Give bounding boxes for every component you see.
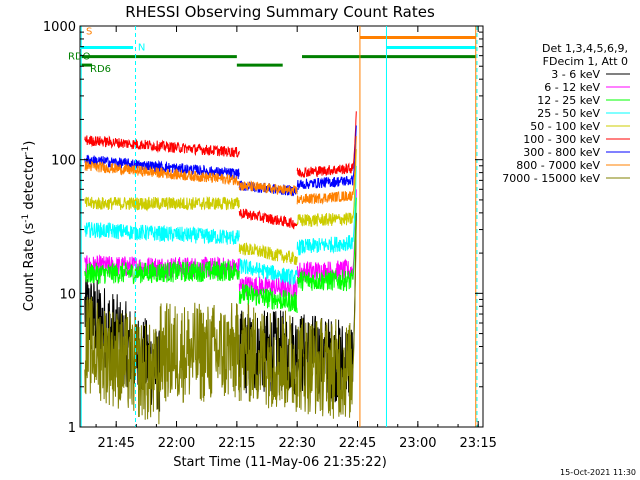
legend: Det 1,3,4,5,6,9, FDecim 1, Att 0 3 - 6 k… [502, 42, 630, 185]
y-tick-label-4: 1000 [43, 20, 76, 35]
flag-s-label: S [86, 27, 92, 38]
series-25-50-kev [84, 165, 357, 285]
series-50-100-kev-segment-1 [84, 196, 240, 212]
flag-n: N [80, 43, 476, 54]
legend-label-50-100-kev: 50 - 100 keV [530, 120, 600, 133]
series-300-800-kev [84, 125, 357, 197]
series-25-50-kev-segment-1 [84, 221, 240, 245]
series-800-7000-kev-segment-2 [238, 180, 298, 196]
series-50-100-kev-segment-3 [296, 149, 357, 227]
flag-rd6: RD6 [80, 63, 283, 75]
y-axis-label-sup1: -1 [21, 214, 31, 223]
legend-label-12-25-kev: 12 - 25 keV [537, 94, 600, 107]
chart-title: RHESSI Observing Summary Count Rates [125, 3, 435, 21]
legend-header-line-1: Det 1,3,4,5,6,9, [542, 42, 628, 55]
legend-label-7000-15000-kev: 7000 - 15000 keV [502, 172, 600, 185]
y-tick-label-2: 10 [59, 287, 76, 302]
axes-layer: 21:45 22:00 22:15 22:30 22:45 23:00 23:15 1 10 10… [43, 20, 497, 451]
series-12-25-kev-segment-3 [296, 197, 357, 292]
legend-label-25-50-kev: 25 - 50 keV [537, 107, 600, 120]
y-tick-label-1: 1 [68, 421, 76, 436]
plot-area [79, 25, 484, 428]
series-800-7000-kev-segment-1 [84, 160, 240, 186]
y-axis-label-main: Count Rate (s [22, 223, 37, 312]
flag-s: S [86, 27, 476, 40]
x-tick-label-4: 22:30 [278, 436, 315, 451]
legend-label-6-12-kev: 6 - 12 keV [544, 81, 600, 94]
series-layer [84, 111, 357, 425]
flag-rdo: RDO [68, 52, 476, 63]
legend-header-line-2: FDecim 1, Att 0 [543, 55, 628, 68]
legend-label-300-800-kev: 300 - 800 keV [523, 146, 600, 159]
series-50-100-kev-segment-2 [238, 242, 298, 266]
y-axis-label-end: ) [22, 141, 37, 146]
series-7000-15000-kev [84, 220, 357, 425]
series-100-300-kev-segment-3 [296, 111, 357, 178]
flag-n-label: N [138, 43, 145, 54]
x-axis-label: Start Time (11-May-06 21:35:22) [173, 455, 387, 470]
series-7000-15000-kev-segment-2 [159, 302, 240, 403]
series-100-300-kev [84, 111, 357, 230]
x-tick-label-7: 23:15 [459, 436, 496, 451]
x-tick-label-1: 21:45 [97, 436, 134, 451]
series-7000-15000-kev-segment-1 [84, 296, 161, 425]
vlines-layer [80, 26, 478, 427]
series-800-7000-kev-segment-3 [296, 136, 357, 205]
legend-label-800-7000-kev: 800 - 7000 keV [516, 159, 600, 172]
flag-rd6-label: RD6 [90, 64, 111, 75]
series-6-12-kev-segment-3 [296, 189, 357, 283]
legend-label-100-300-kev: 100 - 300 keV [523, 133, 600, 146]
series-25-50-kev-segment-3 [296, 165, 357, 256]
series-25-50-kev-segment-2 [238, 258, 298, 285]
y-axis-label: Count Rate (s-1 detector-1) [21, 141, 37, 312]
footer-date: 15-Oct-2021 11:30 [560, 468, 636, 477]
y-axis-label-mid: detector [22, 154, 37, 214]
x-tick-label-3: 22:15 [218, 436, 255, 451]
series-12-25-kev [84, 197, 357, 313]
x-tick-label-5: 22:45 [339, 436, 376, 451]
series-12-25-kev-segment-2 [238, 283, 298, 313]
plot-frame [79, 25, 484, 428]
x-tick-label-2: 22:00 [158, 436, 195, 451]
series-300-800-kev-segment-3 [296, 125, 357, 190]
series-7000-15000-kev-segment-3 [238, 220, 357, 419]
series-50-100-kev [84, 149, 357, 266]
y-axis-label-sup2: -1 [21, 146, 31, 155]
legend-label-3-6-kev: 3 - 6 keV [551, 68, 600, 81]
flag-rdo-label: RDO [68, 52, 91, 63]
series-100-300-kev-segment-1 [84, 135, 240, 158]
y-tick-label-3: 100 [51, 154, 76, 169]
series-12-25-kev-segment-1 [84, 260, 240, 285]
series-800-7000-kev [84, 136, 357, 205]
x-tick-label-6: 23:00 [399, 436, 436, 451]
series-100-300-kev-segment-2 [238, 208, 298, 230]
